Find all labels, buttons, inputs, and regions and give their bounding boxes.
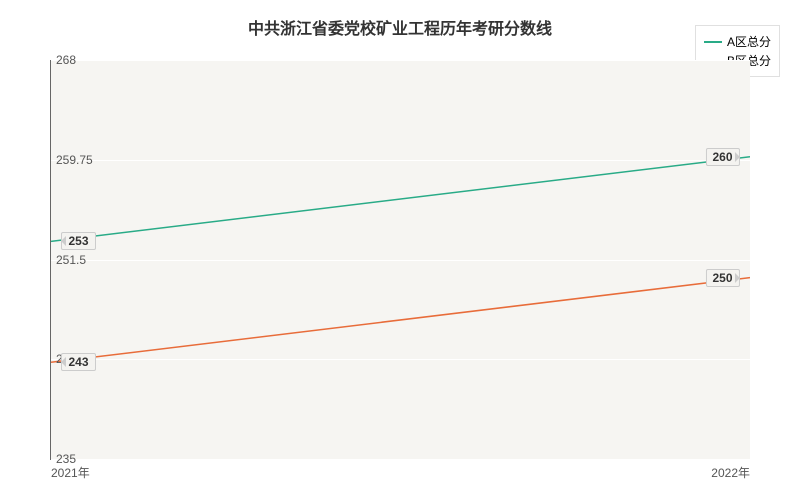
series-line	[51, 278, 750, 363]
y-tick-label: 259.75	[46, 153, 93, 167]
gridline	[51, 359, 750, 360]
x-tick-label: 2022年	[711, 464, 750, 481]
x-tick-label: 2021年	[51, 464, 90, 481]
chart-container: 中共浙江省委党校矿业工程历年考研分数线 A区总分 B区总分 235243.252…	[0, 0, 800, 500]
legend-item-a: A区总分	[704, 33, 771, 50]
gridline	[51, 260, 750, 261]
point-label: 253	[61, 232, 95, 250]
point-label: 243	[61, 353, 95, 371]
y-tick-label: 251.5	[46, 253, 86, 267]
point-label: 250	[705, 269, 739, 287]
legend-swatch-a	[704, 41, 722, 43]
gridline	[51, 459, 750, 460]
point-label: 260	[705, 148, 739, 166]
chart-title: 中共浙江省委党校矿业工程历年考研分数线	[248, 15, 552, 39]
y-tick-label: 268	[46, 53, 76, 67]
plot-area: 235243.25251.5259.752682021年2022年2532602…	[50, 60, 750, 460]
gridline	[51, 160, 750, 161]
gridline	[51, 60, 750, 61]
series-line	[51, 157, 750, 242]
legend-label-a: A区总分	[727, 33, 771, 50]
